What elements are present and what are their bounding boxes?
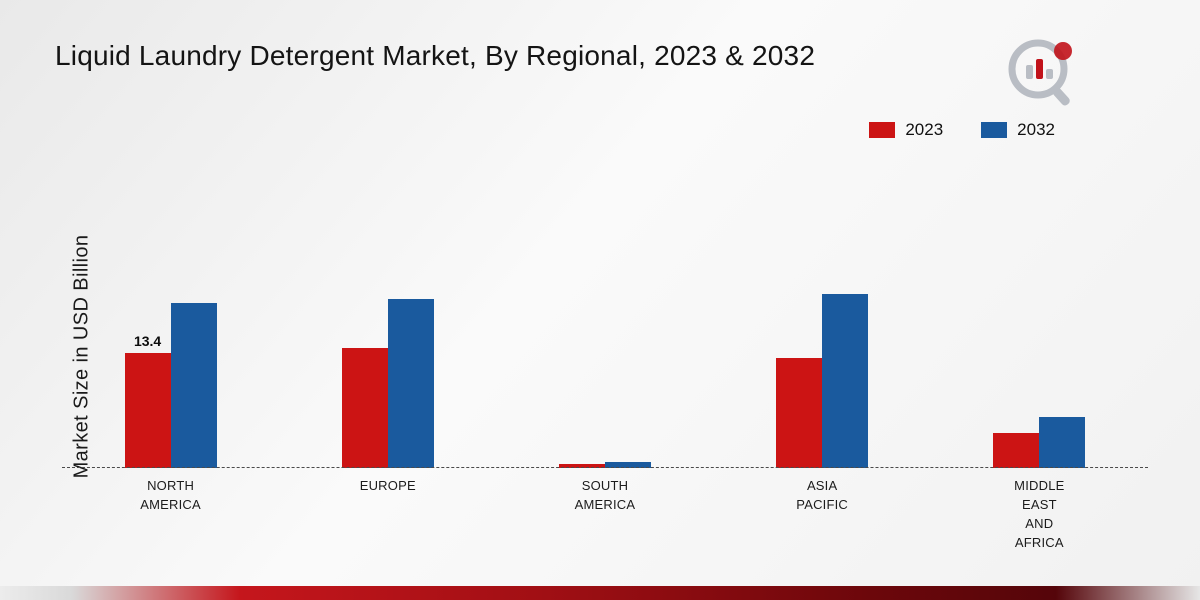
- bar-value-label: 13.4: [133, 332, 162, 349]
- x-axis-baseline: [62, 467, 1148, 468]
- bars-0: 13.4: [124, 302, 217, 468]
- footer-accent-bar: [0, 586, 1200, 600]
- bar-group-3: ASIA PACIFIC: [717, 148, 927, 512]
- page-title: Liquid Laundry Detergent Market, By Regi…: [55, 40, 816, 71]
- category-label-4: MIDDLE EAST AND AFRICA: [1014, 478, 1065, 550]
- legend-item-2023: 2023: [869, 120, 943, 140]
- legend-swatch-2023: [869, 122, 896, 138]
- bar-2023-2: [558, 463, 605, 468]
- bars-2: [558, 461, 651, 468]
- legend-label-2023: 2023: [905, 120, 944, 139]
- legend-swatch-2032: [981, 122, 1008, 138]
- bar-2023-3: [776, 357, 823, 468]
- category-label-3: ASIA PACIFIC: [796, 478, 849, 512]
- bar-2023-4: [993, 432, 1040, 468]
- bar-2032-4: [1039, 417, 1086, 468]
- category-label-1: EUROPE: [359, 478, 416, 493]
- brand-logo-icon: [1008, 39, 1072, 106]
- plot-area: 13.4 NORTH AMERICA EUROPE SOUTH AMERICA ASIA PA…: [62, 148, 1148, 550]
- bars-3: [776, 294, 869, 468]
- category-label-2: SOUTH AMERICA: [574, 478, 636, 512]
- bar-group-1: EUROPE: [283, 148, 493, 493]
- bar-group-0: 13.4 NORTH AMERICA: [66, 148, 276, 512]
- legend: 2023 2032: [869, 120, 1055, 140]
- bar-2032-3: [822, 294, 869, 468]
- bar-2023-0: 13.4: [124, 333, 171, 468]
- bar-group-4: MIDDLE EAST AND AFRICA: [934, 148, 1144, 550]
- bar-2032-0: [170, 302, 217, 468]
- legend-label-2032: 2032: [1017, 120, 1055, 139]
- category-label-0: NORTH AMERICA: [140, 478, 201, 512]
- bar-group-2: SOUTH AMERICA: [500, 148, 710, 512]
- bars-4: [993, 417, 1086, 468]
- bar-2032-2: [604, 461, 651, 468]
- bar-groups: 13.4 NORTH AMERICA EUROPE SOUTH AMERICA ASIA PA…: [62, 148, 1148, 550]
- legend-item-2032: 2032: [981, 120, 1055, 140]
- bar-2032-1: [387, 298, 434, 468]
- bars-1: [341, 298, 434, 468]
- bar-2023-1: [341, 348, 388, 468]
